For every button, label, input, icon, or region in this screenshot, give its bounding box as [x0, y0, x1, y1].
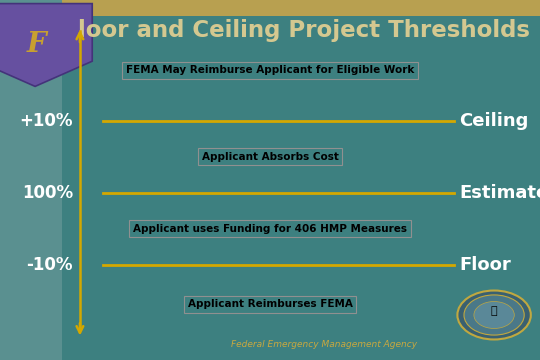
Text: F: F — [26, 31, 46, 58]
Bar — [0, 0, 62, 360]
Text: -10%: -10% — [26, 256, 73, 274]
Circle shape — [464, 295, 524, 335]
Text: Applicant uses Funding for 406 HMP Measures: Applicant uses Funding for 406 HMP Measu… — [133, 224, 407, 234]
Text: Ceiling: Ceiling — [459, 112, 528, 130]
Text: Floor: Floor — [459, 256, 511, 274]
Text: Estimate: Estimate — [459, 184, 540, 202]
Text: Federal Emergency Management Agency: Federal Emergency Management Agency — [231, 341, 417, 349]
Text: Applicant Reimburses FEMA: Applicant Reimburses FEMA — [187, 299, 353, 309]
Text: +10%: +10% — [19, 112, 73, 130]
Text: 100%: 100% — [22, 184, 73, 202]
Circle shape — [457, 291, 531, 339]
Bar — [0, 0, 540, 16]
Circle shape — [474, 302, 514, 328]
Text: loor and Ceiling Project Thresholds: loor and Ceiling Project Thresholds — [78, 19, 530, 42]
Text: Applicant Absorbs Cost: Applicant Absorbs Cost — [201, 152, 339, 162]
Text: 🦅: 🦅 — [491, 306, 497, 316]
Polygon shape — [0, 4, 92, 86]
Text: FEMA May Reimburse Applicant for Eligible Work: FEMA May Reimburse Applicant for Eligibl… — [126, 65, 414, 75]
